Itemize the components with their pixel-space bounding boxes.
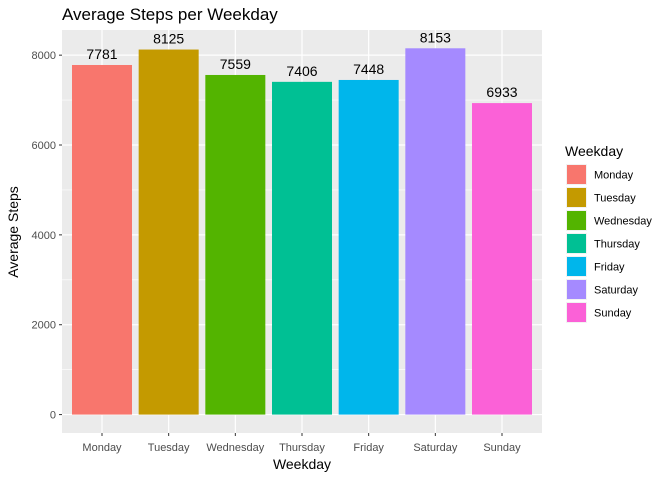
y-tick-label: 6000 (32, 140, 56, 152)
legend-swatch-tuesday (567, 188, 586, 207)
bar-sunday (472, 103, 532, 414)
legend-swatch-saturday (567, 280, 586, 299)
legend-swatch-friday (567, 257, 586, 276)
x-axis-title: Weekday (273, 456, 331, 472)
x-tick-label-wednesday: Wednesday (206, 442, 264, 454)
legend-label-wednesday: Wednesday (594, 216, 652, 228)
x-tick-label-tuesday: Tuesday (148, 442, 190, 454)
x-axis: Monday Tuesday Wednesday Thursday Friday Satu… (82, 433, 521, 454)
bar-monday (72, 65, 132, 415)
y-tick-label: 2000 (32, 320, 56, 332)
bar-label-monday: 7781 (86, 46, 117, 62)
legend: Weekday Monday Tuesday Wednesday Thursday Fr… (565, 143, 652, 323)
legend-label-friday: Friday (594, 262, 625, 274)
bar-tuesday (139, 50, 199, 415)
legend-label-monday: Monday (594, 170, 634, 182)
y-tick-label: 8000 (32, 50, 56, 62)
legend-label-sunday: Sunday (594, 308, 632, 320)
bar-saturday (405, 48, 465, 414)
x-tick-label-saturday: Saturday (413, 442, 458, 454)
y-axis-title: Average Steps (5, 186, 21, 278)
legend-swatch-wednesday (567, 211, 586, 230)
legend-title: Weekday (565, 143, 623, 159)
legend-label-tuesday: Tuesday (594, 193, 636, 205)
y-tick-label: 0 (50, 410, 56, 422)
bar-label-wednesday: 7559 (220, 56, 251, 72)
x-tick-label-thursday: Thursday (279, 442, 325, 454)
bar-friday (339, 80, 399, 415)
x-tick-label-friday: Friday (353, 442, 384, 454)
legend-label-thursday: Thursday (594, 239, 640, 251)
bar-label-thursday: 7406 (286, 63, 317, 79)
bar-thursday (272, 82, 332, 415)
bar-wednesday (205, 75, 265, 415)
x-tick-label-monday: Monday (82, 442, 122, 454)
legend-swatch-thursday (567, 234, 586, 253)
legend-label-saturday: Saturday (594, 285, 639, 297)
legend-swatch-monday (567, 165, 586, 184)
legend-swatch-sunday (567, 303, 586, 322)
bar-label-friday: 7448 (353, 61, 384, 77)
bar-label-sunday: 6933 (486, 84, 517, 100)
bar-label-saturday: 8153 (420, 29, 451, 45)
x-tick-label-sunday: Sunday (483, 442, 521, 454)
y-tick-label: 4000 (32, 230, 56, 242)
y-axis: 0 2000 4000 6000 8000 (32, 50, 62, 421)
chart-title: Average Steps per Weekday (62, 5, 278, 24)
bars (72, 48, 532, 414)
bar-label-tuesday: 8125 (153, 31, 184, 47)
